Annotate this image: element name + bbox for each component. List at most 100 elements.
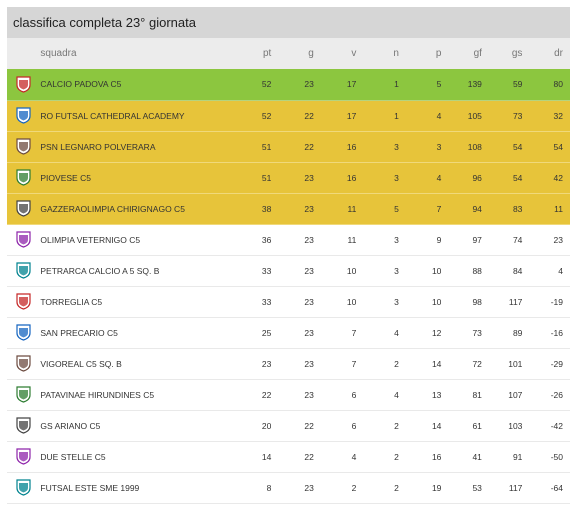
stat-n: 5 [394,203,399,214]
header-p[interactable]: p [435,48,442,59]
stat-gs: 101 [508,358,523,369]
header-squadra[interactable]: squadra [40,48,77,59]
stat-n: 3 [394,172,399,183]
stat-dr: 11 [554,203,563,214]
team-name[interactable]: TORREGLIA C5 [40,296,103,307]
stat-dr: -29 [550,358,563,369]
este-crest-icon [16,479,31,496]
header-g[interactable]: g [308,48,314,59]
stat-gf: 98 [472,296,482,307]
stat-g: 23 [304,296,314,307]
legnaro-crest-icon [16,138,31,155]
header-gf[interactable]: gf [473,48,482,59]
table-row[interactable]: GS ARIANO C5 20 22 6 2 14 61 103 -42 [7,410,570,441]
team-name[interactable]: RO FUTSAL CATHEDRAL ACADEMY [40,110,185,121]
stat-pt: 51 [261,172,272,183]
stat-dr: 23 [553,234,563,245]
piovese-crest-icon [16,169,31,186]
stat-g: 22 [304,420,314,431]
stat-n: 1 [394,110,399,121]
table-header-row: squadra pt g v n p gf gs dr [7,38,570,69]
ro-futsal-crest-icon [16,107,31,124]
stat-v: 4 [351,451,357,462]
san-precario-crest-icon [16,324,31,341]
team-logo-cell [7,379,39,410]
table-row[interactable]: PATAVINAE HIRUNDINES C5 22 23 6 4 13 81 107 -26 [7,379,570,410]
stat-gf: 139 [467,79,482,90]
stat-p: 4 [436,172,442,183]
stat-p: 16 [431,451,442,462]
stat-gf: 72 [472,358,482,369]
team-name[interactable]: DUE STELLE C5 [40,451,106,462]
table-row[interactable]: VIGOREAL C5 Sq. B 23 23 7 2 14 72 101 -29 [7,348,570,379]
stat-gf: 88 [472,265,482,276]
team-logo-cell [7,131,39,162]
stat-dr: -64 [550,482,563,493]
petrarca-crest-icon [16,262,31,279]
stat-pt: 14 [261,451,272,462]
stat-dr: -50 [550,451,563,462]
table-row[interactable]: PETRARCA CALCIO A 5 Sq. B 33 23 10 3 10 88 84 4 [7,255,570,286]
stat-gs: 107 [508,389,523,400]
stat-pt: 52 [261,79,272,90]
stat-gf: 94 [472,203,482,214]
stat-pt: 8 [266,482,272,493]
stat-gs: 117 [508,296,523,307]
table-row[interactable]: DUE STELLE C5 14 22 4 2 16 41 91 -50 [7,441,570,472]
table-row[interactable]: TORREGLIA C5 33 23 10 3 10 98 117 -19 [7,286,570,317]
table-row[interactable]: CALCIO PADOVA C5 52 23 17 1 5 139 59 80 [7,69,570,100]
team-name[interactable]: PIOVESE C5 [40,172,91,183]
team-logo-cell [7,69,39,100]
team-name[interactable]: PATAVINAE HIRUNDINES C5 [40,389,155,400]
team-logo-cell [7,317,39,348]
stat-gs: 91 [512,451,523,462]
team-name[interactable]: SAN PRECARIO C5 [40,327,118,338]
stat-n: 3 [394,296,399,307]
stat-n: 4 [394,389,399,400]
team-name[interactable]: PSN LEGNARO POLVERARA [40,141,156,152]
header-pt[interactable]: pt [263,48,272,59]
stat-v: 7 [351,327,357,338]
stat-dr: -42 [550,420,563,431]
stat-g: 23 [304,203,314,214]
team-name[interactable]: GAZZERAOLIMPIA CHIRIGNAGO C5 [40,203,185,214]
team-name[interactable]: VIGOREAL C5 Sq. B [40,358,122,369]
team-logo-cell [7,162,39,193]
team-name[interactable]: OLIMPIA VETERNIGO C5 [40,234,141,245]
stat-v: 17 [346,110,357,121]
stat-g: 23 [304,327,314,338]
stat-v: 10 [346,265,357,276]
stat-pt: 25 [261,327,272,338]
stat-p: 3 [436,141,442,152]
stat-p: 10 [431,296,442,307]
stat-pt: 23 [261,358,272,369]
stat-p: 14 [431,420,442,431]
header-gs[interactable]: gs [511,48,523,59]
due-stelle-crest-icon [16,448,31,465]
team-logo-cell [7,441,39,472]
team-name[interactable]: FUTSAL ESTE SME 1999 [40,482,140,493]
team-name[interactable]: GS ARIANO C5 [40,420,101,431]
table-row[interactable]: PIOVESE C5 51 23 16 3 4 96 54 42 [7,162,570,193]
table-row[interactable]: GAZZERAOLIMPIA CHIRIGNAGO C5 38 23 11 5 7 94 83… [7,193,570,224]
team-name[interactable]: PETRARCA CALCIO A 5 Sq. B [40,265,160,276]
vigoreal-crest-icon [16,355,31,372]
stat-g: 23 [304,79,314,90]
table-row[interactable]: RO FUTSAL CATHEDRAL ACADEMY 52 22 17 1 4 105 73… [7,100,570,131]
table-row[interactable]: SAN PRECARIO C5 25 23 7 4 12 73 89 -16 [7,317,570,348]
stat-n: 3 [394,234,399,245]
table-row[interactable]: PSN LEGNARO POLVERARA 51 22 16 3 3 108 54 54 [7,131,570,162]
stat-n: 1 [394,79,399,90]
stat-pt: 33 [261,265,272,276]
header-n[interactable]: n [393,48,399,59]
table-row[interactable]: OLIMPIA VETERNIGO C5 36 23 11 3 9 97 74 23 [7,224,570,255]
team-name[interactable]: CALCIO PADOVA C5 [40,79,122,90]
team-logo-cell [7,410,39,441]
stat-g: 23 [304,265,314,276]
table-row[interactable]: FUTSAL ESTE SME 1999 8 23 2 2 19 53 117 -64 [7,472,570,503]
header-v[interactable]: v [351,48,357,59]
header-dr[interactable]: dr [554,48,563,59]
stat-p: 10 [431,265,442,276]
stat-gf: 96 [472,172,482,183]
standings-table: squadra pt g v n p gf gs dr CALCIO PADOV… [7,38,570,504]
